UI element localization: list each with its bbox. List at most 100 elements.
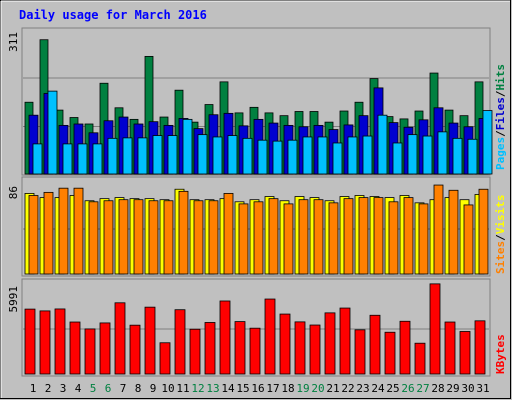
bar-pages-day-2	[47, 90, 58, 175]
bar-sites-day-3	[58, 187, 69, 275]
bar-sites-day-26	[403, 197, 414, 275]
bar-kbytes-day-17	[264, 298, 276, 375]
bar-sites-day-28	[433, 184, 444, 275]
chart-title: Daily usage for March 2016	[19, 8, 207, 22]
x-tick-day-16: 16	[251, 382, 264, 395]
bar-pages-day-29	[452, 137, 463, 175]
bar-sites-day-12	[193, 200, 204, 275]
bar-pages-day-20	[317, 136, 328, 175]
bar-kbytes-day-20	[309, 324, 321, 375]
x-tick-day-22: 22	[341, 382, 354, 395]
bar-kbytes-day-27	[414, 342, 426, 375]
x-tick-day-24: 24	[371, 382, 385, 395]
bar-kbytes-day-21	[324, 312, 336, 375]
x-tick-day-11: 11	[176, 382, 189, 395]
bar-kbytes-day-5	[84, 328, 96, 375]
bar-pages-day-31	[482, 110, 493, 175]
bar-pages-day-30	[467, 138, 478, 175]
bar-pages-day-22	[347, 136, 358, 175]
bar-sites-day-16	[253, 201, 264, 275]
x-tick-day-3: 3	[60, 382, 67, 395]
bar-sites-day-5	[88, 201, 99, 275]
x-tick-day-7: 7	[120, 382, 127, 395]
bar-sites-day-9	[148, 200, 159, 275]
legend-item-pages: Pages	[494, 137, 507, 170]
bar-sites-day-31	[478, 188, 489, 275]
bar-pages-day-16	[257, 139, 268, 175]
bar-kbytes-day-25	[384, 331, 396, 375]
x-tick-day-19: 19	[296, 382, 309, 395]
x-tick-labels: 1 2 3 4 5 6 7 8 9 10 11 12 13 14 15 16 17 18 19 20 21 22 23 24 2…	[30, 382, 490, 395]
x-tick-day-10: 10	[161, 382, 174, 395]
bar-pages-day-9	[152, 135, 163, 175]
bar-pages-day-18	[287, 139, 298, 175]
bar-kbytes-day-2	[39, 310, 51, 375]
legend-hits-files-pages: Pages/Files/Hits	[494, 64, 507, 170]
bar-pages-day-13	[212, 136, 223, 175]
x-tick-day-9: 9	[150, 382, 157, 395]
bar-kbytes-day-18	[279, 313, 291, 375]
bar-sites-day-13	[208, 200, 219, 275]
x-tick-day-15: 15	[236, 382, 249, 395]
bar-kbytes-day-13	[204, 322, 216, 375]
legend-item-kbytes: KBytes	[494, 334, 507, 374]
bar-sites-day-23	[358, 197, 369, 275]
bar-sites-day-10	[163, 200, 174, 275]
bar-kbytes-day-31	[474, 320, 486, 375]
x-tick-day-17: 17	[266, 382, 279, 395]
bar-kbytes-day-7	[114, 302, 126, 375]
x-tick-day-6: 6	[105, 382, 112, 395]
bar-pages-day-10	[167, 135, 178, 175]
bar-pages-day-6	[107, 137, 118, 175]
legend-item-visits: Visits	[494, 195, 507, 235]
x-tick-day-12: 12	[191, 382, 204, 395]
bars	[24, 39, 493, 375]
bar-kbytes-day-30	[459, 331, 471, 375]
ymax-label-hits-files-pages: 311	[7, 32, 20, 52]
bar-sites-day-14	[223, 193, 234, 275]
bar-sites-day-17	[268, 198, 279, 275]
bar-kbytes-day-6	[99, 322, 111, 375]
bar-pages-day-17	[272, 140, 283, 175]
x-tick-day-27: 27	[416, 382, 429, 395]
x-tick-day-30: 30	[461, 382, 474, 395]
bar-kbytes-day-10	[159, 342, 171, 375]
bar-sites-day-21	[328, 202, 339, 275]
x-tick-day-25: 25	[386, 382, 399, 395]
bar-pages-day-25	[392, 142, 403, 175]
bar-pages-day-19	[302, 136, 313, 175]
bar-sites-day-18	[283, 203, 294, 275]
bar-pages-day-24	[377, 114, 388, 175]
bar-pages-day-27	[422, 135, 433, 175]
bar-sites-day-22	[343, 198, 354, 275]
x-tick-day-1: 1	[30, 382, 37, 395]
x-tick-day-5: 5	[90, 382, 97, 395]
bar-pages-day-15	[242, 137, 253, 175]
bar-kbytes-day-12	[189, 328, 201, 375]
bar-sites-day-8	[133, 199, 144, 275]
bar-kbytes-day-22	[339, 307, 351, 375]
x-tick-day-21: 21	[326, 382, 339, 395]
bar-pages-day-28	[437, 131, 448, 175]
bar-pages-day-26	[407, 134, 418, 175]
legend-item-hits: Hits	[494, 64, 507, 91]
bar-sites-day-7	[118, 199, 129, 275]
bar-sites-day-15	[238, 203, 249, 275]
bar-kbytes-day-29	[444, 321, 456, 375]
bar-sites-day-30	[463, 204, 474, 275]
bar-pages-day-21	[332, 142, 343, 175]
bar-kbytes-day-28	[429, 283, 441, 375]
bar-kbytes-day-24	[369, 314, 381, 375]
bar-kbytes-day-9	[144, 306, 156, 375]
bar-kbytes-day-16	[249, 327, 261, 375]
bar-kbytes-day-8	[129, 324, 141, 375]
bar-sites-day-19	[298, 199, 309, 275]
bar-sites-day-24	[373, 197, 384, 275]
legend-item-separator-1: /	[494, 234, 507, 241]
x-tick-day-28: 28	[431, 382, 444, 395]
bar-pages-day-11	[182, 118, 193, 175]
bar-kbytes-day-26	[399, 320, 411, 375]
x-tick-day-13: 13	[206, 382, 219, 395]
